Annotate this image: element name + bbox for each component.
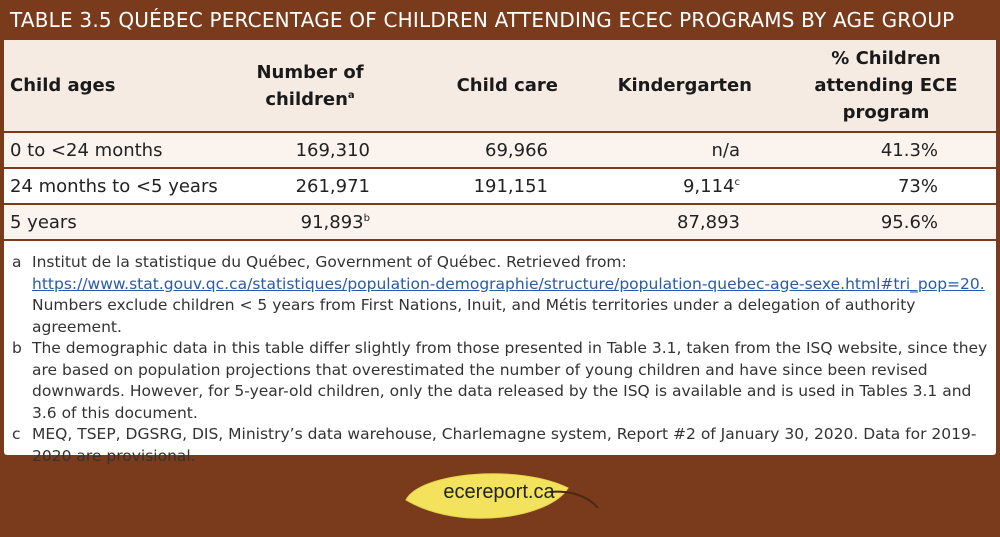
cell-age: 24 months to <5 years [10, 175, 218, 197]
footnote-letter: c [12, 425, 21, 443]
col-header-kindergarten: Kindergarten [617, 75, 752, 96]
leaf-icon [405, 473, 599, 519]
footnote-mark: a [347, 89, 355, 101]
cell-number: 91,893b [300, 211, 370, 233]
footnote-letter: b [12, 339, 22, 357]
cell-pct: 73% [897, 175, 938, 197]
footnote-text: Institut de la statistique du Québec, Go… [32, 253, 627, 271]
cell-age: 0 to <24 months [10, 139, 163, 161]
site-label[interactable]: ecereport.ca [443, 481, 555, 503]
table-panel: Child ages Number of childrena Child car… [4, 40, 996, 465]
cell-pct: 95.6% [880, 211, 938, 233]
data-table: Child ages Number of childrena Child car… [4, 40, 996, 241]
source-link[interactable]: https://www.stat.gouv.qc.ca/statistiques… [32, 274, 985, 293]
table-title: TABLE 3.5 QUÉBEC PERCENTAGE OF CHILDREN … [10, 8, 955, 32]
table-header-row: Child ages Number of childrena Child car… [4, 40, 996, 132]
cell-number: 261,971 [295, 175, 370, 197]
cell-kindergarten: 87,893 [677, 211, 740, 233]
table-row: 24 months to <5 years 261,971 191,151 9,… [4, 168, 996, 204]
cell-childcare [376, 204, 576, 240]
footnote-text: The demographic data in this table diffe… [32, 339, 988, 422]
cell-kindergarten: 9,114c [682, 175, 740, 197]
footnote-c: c MEQ, TSEP, DGSRG, DIS, Ministry’s data… [12, 424, 988, 467]
cell-kindergarten: n/a [711, 139, 740, 161]
col-header-childcare: Child care [456, 75, 558, 96]
footnote-a: a Institut de la statistique du Québec, … [12, 252, 988, 338]
col-header-pct: % Children attending ECE program [814, 48, 958, 123]
site-badge[interactable]: ecereport.ca [400, 466, 620, 528]
col-header-number: Number of childrena [256, 61, 364, 110]
cell-age: 5 years [10, 211, 77, 233]
footnote-b: b The demographic data in this table dif… [12, 338, 988, 424]
footnote-text: Numbers exclude children < 5 years from … [32, 296, 916, 336]
table-row: 0 to <24 months 169,310 69,966 n/a 41.3% [4, 132, 996, 168]
cell-childcare: 69,966 [485, 139, 548, 161]
table-row: 5 years 91,893b 87,893 95.6% [4, 204, 996, 240]
footnote-letter: a [12, 253, 22, 271]
col-header-age: Child ages [10, 75, 116, 96]
cell-childcare: 191,151 [473, 175, 548, 197]
cell-pct: 41.3% [880, 139, 938, 161]
footnote-text: MEQ, TSEP, DGSRG, DIS, Ministry’s data w… [32, 425, 977, 465]
cell-number: 169,310 [295, 139, 370, 161]
footnotes: a Institut de la statistique du Québec, … [12, 252, 988, 467]
